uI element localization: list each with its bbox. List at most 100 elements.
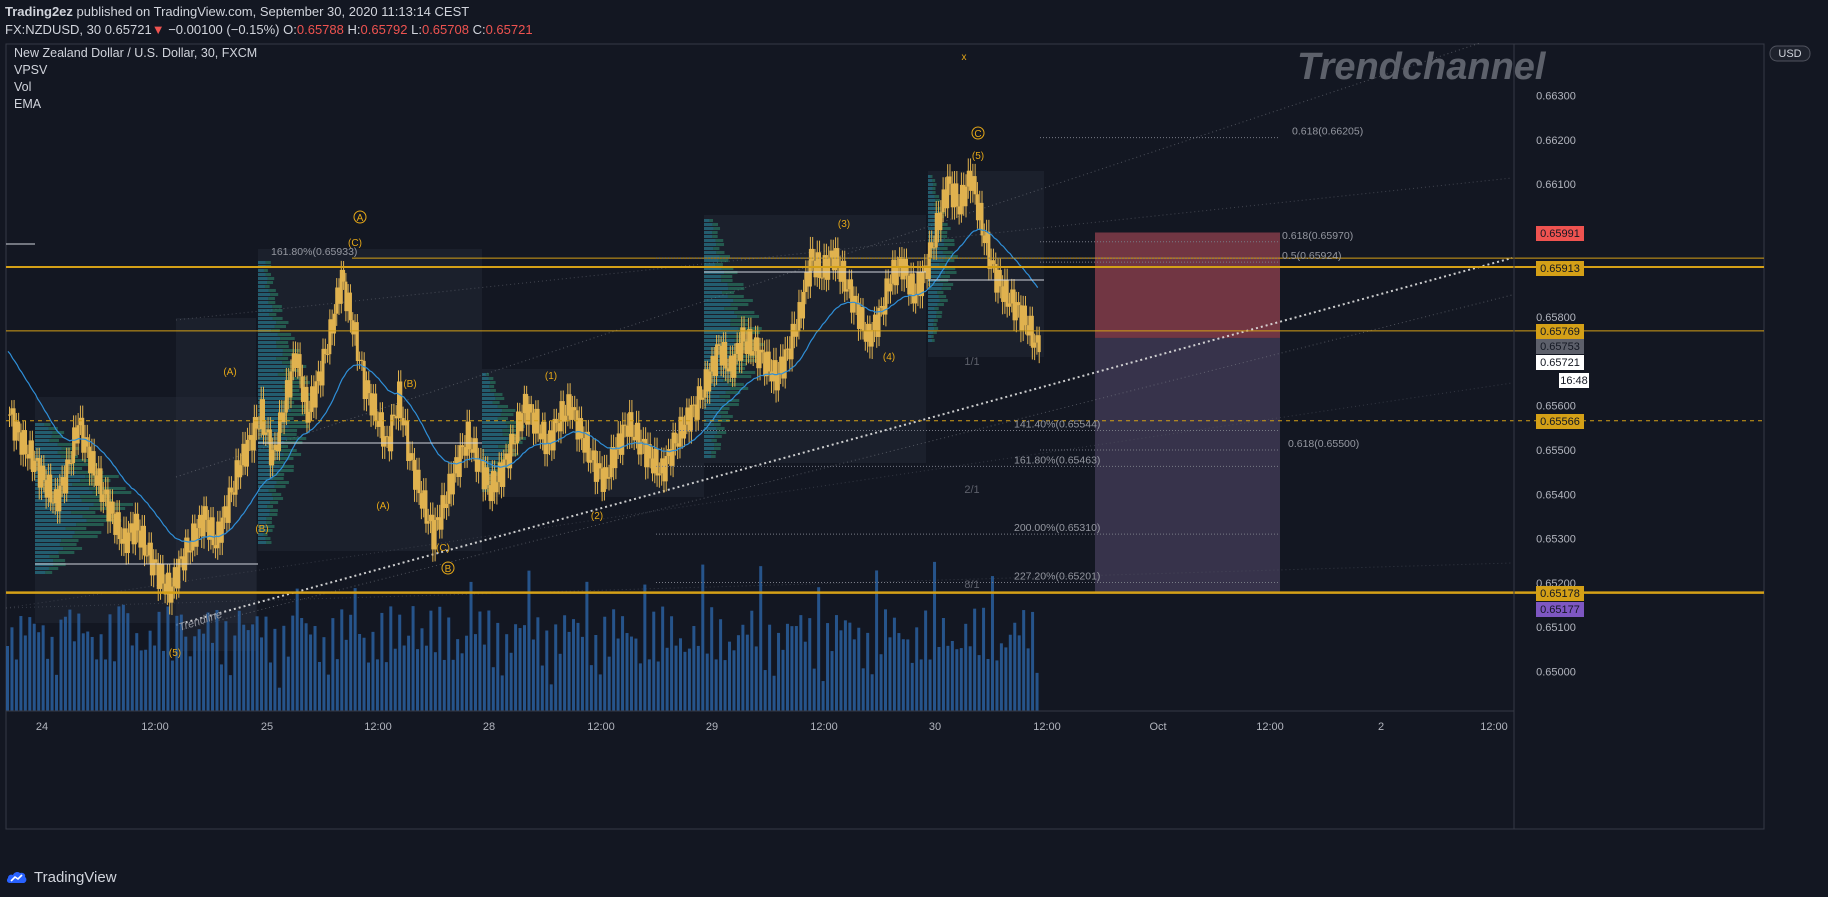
candle-body[interactable]	[328, 319, 332, 355]
candle-body[interactable]	[316, 371, 320, 382]
candle-body[interactable]	[616, 433, 620, 450]
candle-body[interactable]	[747, 329, 751, 355]
candle-body[interactable]	[708, 371, 712, 392]
candle-body[interactable]	[213, 545, 217, 549]
candle-body[interactable]	[996, 269, 1000, 293]
candle-body[interactable]	[195, 528, 199, 547]
candle-body[interactable]	[847, 279, 851, 290]
candle-body[interactable]	[497, 462, 501, 483]
candle-body[interactable]	[566, 394, 570, 416]
candle-body[interactable]	[699, 386, 703, 400]
candle-body[interactable]	[413, 459, 417, 490]
candle-body[interactable]	[662, 458, 666, 482]
candle-body[interactable]	[358, 359, 362, 361]
candle-body[interactable]	[305, 386, 309, 423]
candle-body[interactable]	[701, 397, 705, 400]
candle-body[interactable]	[923, 265, 927, 272]
candle-body[interactable]	[660, 458, 664, 474]
candle-body[interactable]	[477, 459, 481, 472]
candle-body[interactable]	[140, 525, 144, 548]
candle-body[interactable]	[355, 322, 359, 361]
candle-body[interactable]	[454, 457, 458, 474]
candle-body[interactable]	[774, 360, 778, 391]
candle-body[interactable]	[625, 425, 629, 437]
candle-body[interactable]	[1037, 335, 1041, 353]
candle-body[interactable]	[28, 440, 32, 459]
candle-body[interactable]	[740, 327, 744, 361]
candle-body[interactable]	[431, 514, 435, 550]
candle-body[interactable]	[715, 344, 719, 377]
candle-body[interactable]	[495, 482, 499, 493]
candle-body[interactable]	[319, 371, 323, 386]
candle-body[interactable]	[397, 381, 401, 419]
candle-body[interactable]	[92, 451, 96, 476]
candle-body[interactable]	[877, 307, 881, 337]
candle-body[interactable]	[282, 412, 286, 423]
candle-body[interactable]	[289, 371, 293, 398]
candle-body[interactable]	[948, 176, 952, 184]
candle-body[interactable]	[337, 287, 341, 304]
candle-body[interactable]	[982, 235, 986, 244]
candle-body[interactable]	[866, 323, 870, 342]
candle-body[interactable]	[296, 354, 300, 369]
candle-body[interactable]	[168, 572, 172, 603]
candle-body[interactable]	[374, 393, 378, 422]
candle-body[interactable]	[975, 194, 979, 221]
legend-indicator-ema[interactable]: EMA	[14, 97, 42, 111]
candle-body[interactable]	[159, 564, 163, 589]
candle-body[interactable]	[33, 460, 37, 472]
candle-body[interactable]	[280, 412, 284, 423]
candle-body[interactable]	[586, 431, 590, 463]
candle-body[interactable]	[394, 416, 398, 419]
candle-body[interactable]	[1030, 315, 1034, 348]
price-badge[interactable]	[1536, 226, 1584, 241]
candle-body[interactable]	[577, 418, 581, 440]
candle-body[interactable]	[147, 542, 151, 556]
wave-label[interactable]: (C)	[348, 238, 362, 249]
candle-body[interactable]	[179, 556, 183, 559]
candle-body[interactable]	[1005, 279, 1009, 307]
candle-body[interactable]	[669, 449, 673, 466]
candle-body[interactable]	[483, 467, 487, 490]
candle-body[interactable]	[193, 523, 197, 547]
candle-body[interactable]	[568, 394, 572, 420]
candle-body[interactable]	[772, 360, 776, 382]
candle-body[interactable]	[634, 422, 638, 441]
candle-body[interactable]	[509, 433, 513, 469]
candle-body[interactable]	[845, 289, 849, 292]
candle-body[interactable]	[861, 306, 865, 331]
candle-body[interactable]	[46, 474, 50, 498]
candle-body[interactable]	[58, 485, 62, 512]
candle-body[interactable]	[94, 475, 98, 486]
candle-body[interactable]	[527, 404, 531, 425]
candle-body[interactable]	[838, 266, 842, 282]
candle-body[interactable]	[969, 170, 973, 191]
candle-body[interactable]	[245, 439, 249, 467]
candle-body[interactable]	[149, 542, 153, 576]
candle-body[interactable]	[753, 337, 757, 352]
candle-body[interactable]	[820, 277, 824, 279]
candle-body[interactable]	[229, 487, 233, 493]
candle-body[interactable]	[369, 393, 373, 416]
candle-body[interactable]	[472, 438, 476, 453]
candle-body[interactable]	[69, 463, 73, 465]
candle-body[interactable]	[852, 295, 856, 313]
candle-body[interactable]	[399, 381, 403, 419]
candle-body[interactable]	[202, 506, 206, 537]
candle-body[interactable]	[442, 495, 446, 509]
candle-body[interactable]	[872, 314, 876, 331]
candle-body[interactable]	[120, 539, 124, 544]
candle-body[interactable]	[429, 514, 433, 522]
candle-body[interactable]	[326, 354, 330, 356]
candle-body[interactable]	[227, 487, 231, 523]
candle-body[interactable]	[957, 206, 961, 215]
candle-body[interactable]	[300, 376, 304, 402]
candle-body[interactable]	[223, 506, 227, 518]
candle-body[interactable]	[1023, 305, 1027, 326]
candle-body[interactable]	[342, 269, 346, 282]
candle-body[interactable]	[925, 265, 929, 279]
candle-body[interactable]	[181, 556, 185, 571]
candle-body[interactable]	[408, 453, 412, 462]
price-badge[interactable]	[1536, 339, 1584, 354]
candle-body[interactable]	[765, 351, 769, 377]
